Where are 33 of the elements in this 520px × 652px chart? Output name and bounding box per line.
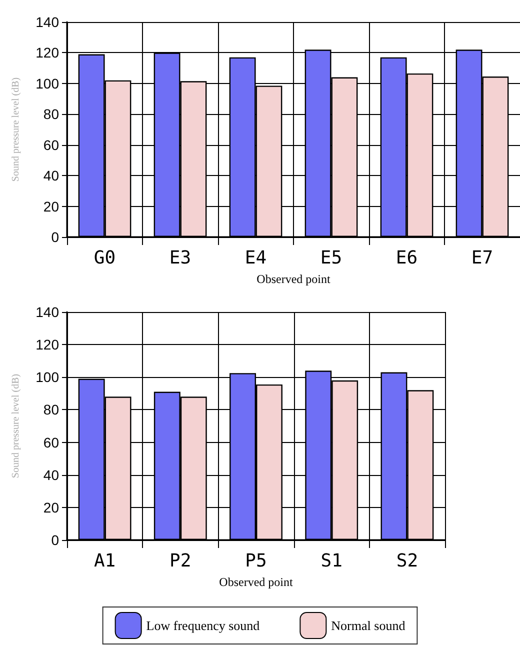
x-axis-title: Observed point (219, 575, 294, 589)
x-tick-label: E4 (244, 248, 267, 268)
y-tick-label: 0 (51, 229, 60, 245)
x-tick-label: A1 (94, 550, 116, 572)
y-tick-label: 0 (51, 532, 60, 548)
y-tick-label: 40 (43, 168, 60, 184)
x-axis-title: Observed point (256, 272, 331, 286)
y-tick-label: 120 (36, 44, 60, 61)
x-tick-label: E5 (320, 248, 342, 268)
x-tick-label: E7 (471, 248, 494, 268)
legend-label: Low frequency sound (146, 618, 260, 633)
y-tick-label: 120 (36, 336, 60, 353)
x-tick-label: G0 (94, 248, 116, 268)
x-tick-label: S2 (396, 550, 418, 572)
y-tick-label: 40 (43, 466, 60, 483)
y-tick-label: 100 (36, 369, 60, 386)
x-tick-label: S1 (320, 550, 342, 572)
x-tick-label: E3 (169, 248, 192, 268)
y-tick-label: 20 (43, 198, 60, 214)
y-tick-label: 60 (43, 136, 60, 153)
y-tick-label: 100 (36, 75, 60, 92)
y-tick-label: 140 (36, 14, 60, 30)
y-tick-label: 20 (43, 499, 60, 516)
y-tick-label: 140 (36, 304, 60, 320)
y-axis-title: Sound pressure level (dB) (10, 374, 22, 478)
y-axis-title: Sound pressure level (dB) (10, 77, 22, 182)
y-tick-label: 80 (43, 106, 60, 122)
y-tick-label: 80 (43, 402, 60, 418)
x-tick-label: P5 (245, 550, 267, 572)
y-tick-label: 60 (43, 434, 60, 450)
legend-label: Normal sound (331, 618, 406, 633)
x-tick-label: E6 (396, 248, 418, 268)
x-tick-label: P2 (170, 550, 192, 572)
